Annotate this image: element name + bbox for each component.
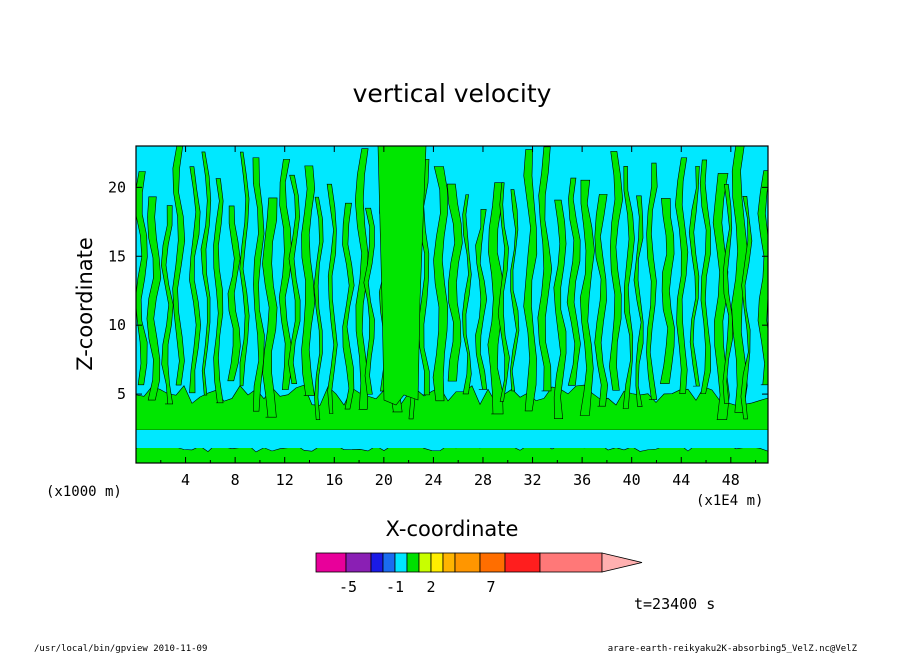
colorbar-swatch xyxy=(454,552,481,573)
positive-plume xyxy=(646,162,658,400)
positive-plume xyxy=(354,148,369,410)
positive-plume xyxy=(342,202,355,410)
colorbar-swatch xyxy=(418,552,432,573)
plot-area xyxy=(136,146,768,463)
positive-plume xyxy=(432,166,449,402)
positive-plume xyxy=(227,205,241,382)
colorbar-labels: -5 -1 2 7 xyxy=(339,578,496,596)
positive-plume xyxy=(213,178,224,404)
x-tick-label: 40 xyxy=(623,471,641,489)
positive-plume xyxy=(712,173,730,420)
colorbar-label: 2 xyxy=(426,578,435,596)
colorbar-swatch xyxy=(479,552,506,573)
colorbar-swatch xyxy=(345,552,372,573)
colorbar-swatch xyxy=(406,552,420,573)
positive-plume xyxy=(757,170,768,386)
positive-plume xyxy=(278,159,293,390)
y-tick-label: 20 xyxy=(108,178,126,196)
positive-plume xyxy=(699,159,712,395)
x-axis-title: X-coordinate xyxy=(386,517,519,541)
y-axis: 5 10 15 20 xyxy=(108,178,768,403)
central-updraft xyxy=(377,146,427,406)
positive-plume xyxy=(731,146,748,413)
positive-plume xyxy=(189,166,201,394)
positive-band xyxy=(136,384,768,431)
colorbar-label: 7 xyxy=(486,578,495,596)
x-tick-label: 48 xyxy=(722,471,740,489)
colorbar-swatch xyxy=(315,552,347,573)
negative-band xyxy=(136,430,768,448)
positive-plume xyxy=(594,194,609,407)
colorbar-swatch xyxy=(504,552,541,573)
colorbar-swatch xyxy=(394,552,408,573)
positive-plume xyxy=(740,196,753,420)
x-unit-label: (x1E4 m) xyxy=(696,493,763,509)
positive-plume xyxy=(579,179,595,416)
positive-plume xyxy=(622,166,635,409)
time-label: t=23400 s xyxy=(634,595,715,613)
positive-plume xyxy=(722,184,734,404)
positive-plume xyxy=(172,146,186,386)
x-tick-label: 8 xyxy=(231,471,240,489)
positive-plume xyxy=(566,177,581,386)
x-tick-label: 12 xyxy=(276,471,294,489)
positive-plume xyxy=(659,198,675,384)
positive-plume xyxy=(523,149,538,412)
y-unit-label: (x1000 m) xyxy=(46,484,122,500)
positive-plume xyxy=(160,205,174,405)
plot-frame xyxy=(135,145,769,464)
positive-plume xyxy=(146,196,162,401)
positive-plume xyxy=(313,196,324,420)
positive-velocity-regions xyxy=(136,146,768,463)
colorbar xyxy=(315,552,643,573)
positive-plume xyxy=(475,209,488,390)
x-tick-label: 24 xyxy=(424,471,442,489)
positive-plume xyxy=(497,182,510,402)
positive-plume xyxy=(252,157,265,412)
positive-plume xyxy=(136,171,148,386)
positive-plume xyxy=(200,151,212,396)
positive-plume xyxy=(326,183,338,414)
colorbar-swatch xyxy=(442,552,456,573)
colorbar-swatch xyxy=(382,552,396,573)
positive-plume xyxy=(537,146,553,392)
positive-plume xyxy=(288,174,301,385)
positive-plume xyxy=(239,151,250,387)
x-tick-label: 20 xyxy=(375,471,393,489)
chart-title: vertical velocity xyxy=(353,79,552,108)
positive-plume xyxy=(446,183,463,382)
x-tick-label: 36 xyxy=(573,471,591,489)
colorbar-label: -5 xyxy=(339,578,357,596)
colorbar-arrow xyxy=(601,552,643,573)
positive-plume xyxy=(363,207,375,395)
y-tick-label: 15 xyxy=(108,247,126,265)
footer-right: arare-earth-reikyaku2K-absorbing5_VelZ.n… xyxy=(608,644,858,654)
positive-plume xyxy=(487,182,504,415)
footer-left: /usr/local/bin/gpview 2010-11-09 xyxy=(34,644,207,654)
y-tick-label: 5 xyxy=(117,385,126,403)
colorbar-label: -1 xyxy=(386,578,404,596)
x-tick-label: 4 xyxy=(181,471,190,489)
colorbar-swatch xyxy=(430,552,444,573)
positive-plume xyxy=(301,165,316,396)
x-tick-label: 44 xyxy=(672,471,690,489)
positive-plume xyxy=(688,165,700,387)
positive-plume xyxy=(462,194,472,395)
positive-plume xyxy=(675,157,689,394)
x-tick-label: 32 xyxy=(524,471,542,489)
y-axis-title: Z-coordinate xyxy=(73,237,97,371)
y-tick-label: 10 xyxy=(108,316,126,334)
x-tick-label: 16 xyxy=(325,471,343,489)
x-axis: 4 8 12 16 20 24 28 32 36 40 44 48 xyxy=(160,146,757,489)
positive-plume xyxy=(553,199,567,420)
positive-plume xyxy=(609,151,623,391)
positive-plume xyxy=(510,189,520,392)
colorbar-swatch xyxy=(370,552,384,573)
x-tick-label: 28 xyxy=(474,471,492,489)
colorbar-swatch xyxy=(539,552,603,573)
positive-plume xyxy=(262,197,278,418)
positive-plume xyxy=(633,195,644,407)
